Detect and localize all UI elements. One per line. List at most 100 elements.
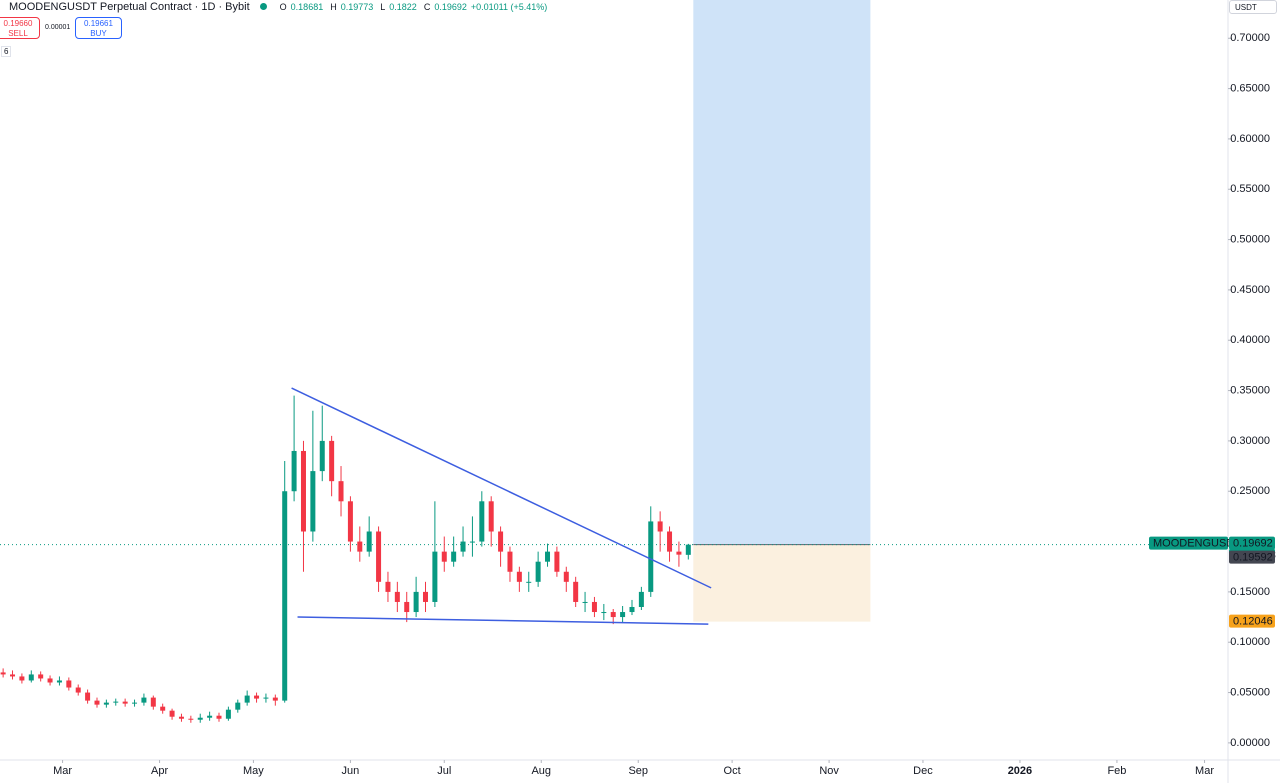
y-tick-label: 0.00000 [1230,737,1270,749]
header: MOODENGUSDT Perpetual Contract · 1D · By… [0,0,547,13]
candle-body [451,551,457,562]
candle-body [545,551,551,562]
ohlc-key: C [423,1,431,12]
ohlc-value: 0.1822 [389,1,417,12]
loss-zone [693,544,871,622]
candle-body [526,581,532,583]
candle-body [394,591,400,602]
candle-body [366,531,372,552]
candle-body [629,606,635,613]
candle-body [122,701,128,704]
x-tick-label: 2026 [1008,765,1032,777]
candle-body [488,501,494,532]
y-tick-label: 0.25000 [1230,485,1270,497]
candle-body [516,571,522,582]
y-tick-label: 0.10000 [1230,636,1270,648]
y-tick-label: 0.35000 [1230,384,1270,396]
trendline [297,616,709,625]
candle-body [376,531,382,582]
candle-body [113,701,119,703]
y-tick-label: 0.15000 [1230,586,1270,598]
candle-body [685,544,691,555]
candle-body [535,561,541,582]
candle-body [329,440,335,482]
candle-body [244,695,250,703]
indicator-toggle[interactable]: 6 [1,46,12,57]
symbol-tag-text: MOODENGUSDT.P [1153,538,1250,550]
candle-body [667,531,673,552]
x-tick-label: Nov [819,765,839,777]
candle-body [225,709,231,719]
candle-body [216,715,222,719]
y-tick-label: 0.65000 [1230,82,1270,94]
ohlc-value: 0.19773 [340,1,374,12]
stop-price-tag: 0.12046 [1229,614,1275,628]
trendline [291,387,712,589]
ohlc-key: H [330,1,337,12]
stop-price-tag-bg [1229,614,1275,628]
bid-price-tag-bg [1229,550,1275,564]
y-tick-label: 0.45000 [1230,284,1270,296]
candle-body [469,541,475,543]
candle-body [610,612,616,618]
candle-body [28,674,34,681]
buy-label: BUY [90,29,107,38]
chart-title: MOODENGUSDT Perpetual Contract · 1D · By… [9,0,250,13]
candle-body [272,697,278,701]
candle-body [591,601,597,613]
symbol-tag: MOODENGUSDT.P [1149,536,1250,550]
candle-body [169,710,175,717]
profit-zone [693,0,871,545]
candle-body [263,697,269,699]
candle-body [56,680,62,683]
candle-body [291,450,297,492]
currency-select[interactable]: USDT [1229,0,1277,14]
x-tick-label: Apr [151,765,168,777]
candle-body [235,702,241,710]
candle-body [38,674,44,679]
x-tick-label: May [243,765,264,777]
sell-price: 0.19660 [3,19,33,28]
candle-body [310,471,316,532]
candle-body [422,591,428,602]
ohlc-key: O [279,1,287,12]
change: +0.01011 (+5.41%) [470,1,548,12]
candle-body [0,672,6,675]
ohlc-value: 0.19692 [434,1,467,12]
candle-body [178,716,184,719]
y-tick-label: 0.05000 [1230,686,1270,698]
ohlc-value: 0.18681 [290,1,324,12]
last-price-tag: 0.19692 [1229,536,1275,550]
candle-body [141,697,147,703]
candle-body [357,541,363,552]
candle-body [85,692,91,701]
candle-body [132,702,138,704]
last-price-tag-bg [1229,536,1275,550]
candle-body [347,501,353,542]
sell-button[interactable]: 0.19660 SELL [0,17,40,39]
candle-body [573,581,579,602]
x-tick-label: Jun [342,765,360,777]
candle-body [66,680,72,688]
candle-body [498,531,504,552]
candle-body [47,678,53,683]
candle-body [300,450,306,532]
candle-body [507,551,513,572]
y-tick-label: 0.30000 [1230,435,1270,447]
candle-body [460,541,466,552]
status-dot [259,3,267,10]
candle-body [582,601,588,603]
bid-price-tag-text: 0.19592 [1233,552,1273,564]
x-tick-label: Sep [628,765,648,777]
candle-body [441,551,447,562]
last-price-tag-text: 0.19692 [1233,538,1273,550]
candle-body [413,591,419,613]
buy-button[interactable]: 0.19661 BUY [75,17,122,39]
candle-body [207,715,213,718]
candle-body [254,695,260,699]
y-tick-label: 0.50000 [1230,233,1270,245]
candle-body [197,717,203,720]
candle-body [432,551,438,602]
x-tick-label: Dec [913,765,933,777]
